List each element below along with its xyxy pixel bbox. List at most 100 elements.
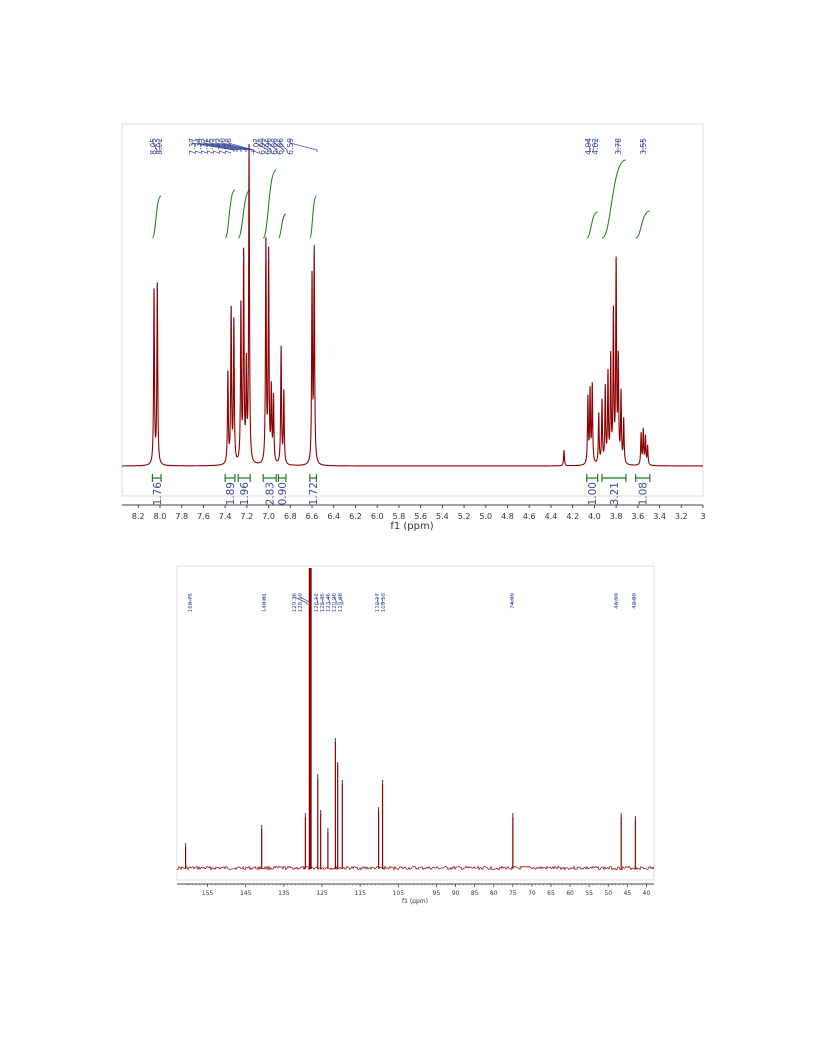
carbon-x-tick: 135 <box>278 884 290 897</box>
svg-text:126.11: 126.11 <box>314 593 320 612</box>
proton-peak-label: 7.18 <box>224 138 255 155</box>
carbon-peak-label: 110.17 <box>375 593 381 613</box>
svg-text:1.96: 1.96 <box>239 482 251 506</box>
carbon-x-tick: 155 <box>202 884 213 897</box>
proton-peak-label: 8.02 <box>155 138 164 155</box>
proton-integral-curve <box>224 189 236 239</box>
svg-text:4.04: 4.04 <box>584 138 593 155</box>
carbon-x-tick: 105 <box>393 884 405 897</box>
svg-text:95: 95 <box>433 890 441 897</box>
proton-plot-frame <box>121 123 704 497</box>
svg-text:5.8: 5.8 <box>393 512 406 521</box>
proton-peak-label: 6.59 <box>286 138 318 155</box>
svg-text:7.2: 7.2 <box>241 512 254 521</box>
carbon-x-tick: 45 <box>623 884 631 897</box>
svg-text:125: 125 <box>316 890 328 897</box>
svg-text:55: 55 <box>585 890 593 897</box>
proton-x-tick: 6.8 <box>284 505 297 521</box>
svg-text:7.0: 7.0 <box>262 512 275 521</box>
svg-text:8.2: 8.2 <box>132 512 145 521</box>
svg-text:80: 80 <box>490 890 498 897</box>
carbon-spectrum-peaks <box>184 568 636 869</box>
svg-text:5.6: 5.6 <box>414 512 427 521</box>
svg-text:65: 65 <box>547 890 555 897</box>
proton-integral-curve <box>309 195 317 239</box>
svg-text:0.90: 0.90 <box>277 482 289 505</box>
proton-x-tick: 7.2 <box>241 505 254 521</box>
svg-text:60: 60 <box>566 890 574 897</box>
carbon-peak-label: 42.89 <box>632 593 638 609</box>
svg-text:5.2: 5.2 <box>458 512 471 521</box>
svg-text:160.75: 160.75 <box>188 593 194 613</box>
svg-text:105: 105 <box>393 890 405 897</box>
proton-x-tick: 4.0 <box>588 505 601 521</box>
carbon-x-tick: 80 <box>490 884 498 897</box>
svg-text:7.23: 7.23 <box>212 138 221 155</box>
svg-text:90: 90 <box>452 890 460 897</box>
proton-peak-label: 7.32 <box>200 138 242 155</box>
svg-text:140.81: 140.81 <box>262 593 268 612</box>
svg-text:70: 70 <box>528 890 536 897</box>
svg-text:5.0: 5.0 <box>479 512 492 521</box>
proton-peak-label: 6.99 <box>258 138 272 155</box>
svg-text:128.19: 128.19 <box>298 593 304 613</box>
proton-peak-label: 4.04 <box>584 138 593 155</box>
svg-text:1.08: 1.08 <box>638 482 650 505</box>
proton-x-tick: 7.4 <box>219 505 232 521</box>
proton-integral-curve <box>262 169 277 239</box>
proton-peak-label: 6.96 <box>264 138 278 155</box>
svg-text:3.4: 3.4 <box>653 512 666 521</box>
carbon-x-tick: 55 <box>585 884 593 897</box>
svg-text:7.20: 7.20 <box>218 138 227 155</box>
svg-text:8.0: 8.0 <box>154 512 167 521</box>
svg-text:2.83: 2.83 <box>265 482 277 505</box>
proton-x-tick: 4.4 <box>545 505 557 521</box>
svg-text:7.34: 7.34 <box>194 138 203 155</box>
proton-peak-label: 6.88 <box>270 138 285 155</box>
carbon-peak-label: 160.75 <box>188 593 194 613</box>
proton-x-tick: 4.2 <box>566 505 579 521</box>
svg-text:4.02: 4.02 <box>591 138 600 155</box>
carbon-peak-label: 140.81 <box>262 593 268 612</box>
proton-spectrum-trace <box>122 144 703 467</box>
proton-x-tick: 8.0 <box>154 505 167 521</box>
svg-text:75: 75 <box>509 890 517 897</box>
svg-text:6.8: 6.8 <box>284 512 297 521</box>
carbon-x-tick: 125 <box>316 884 328 897</box>
svg-text:85: 85 <box>471 890 479 897</box>
svg-text:7.32: 7.32 <box>200 138 209 155</box>
proton-peak-label: 7.20 <box>218 138 253 155</box>
proton-integral-value: 0.90 <box>277 474 289 505</box>
proton-peak-markers <box>153 149 619 375</box>
proton-x-tick: 7.8 <box>175 505 188 521</box>
svg-text:46.59: 46.59 <box>614 593 620 609</box>
svg-text:6.59: 6.59 <box>286 138 295 155</box>
proton-peak-label: 3.78 <box>614 138 623 155</box>
carbon-peak-markers <box>185 738 636 847</box>
svg-text:6.4: 6.4 <box>327 512 340 521</box>
proton-peak-label: 3.55 <box>639 138 648 155</box>
svg-text:7.8: 7.8 <box>175 512 188 521</box>
proton-x-tick: 5.6 <box>414 505 427 521</box>
carbon-x-tick: 50 <box>604 884 612 897</box>
proton-integral-curve <box>151 195 162 239</box>
svg-text:6.6: 6.6 <box>306 512 319 521</box>
svg-text:1.76: 1.76 <box>152 482 164 506</box>
proton-x-axis-ticks: 8.2 8.0 7.8 7.6 7.4 7.2 7.0 6.8 6.6 6.4 6.2 6.0 5.8 5… <box>132 505 706 521</box>
svg-text:3.55: 3.55 <box>639 138 648 155</box>
svg-text:123.46: 123.46 <box>326 593 332 613</box>
carbon-x-tick: 90 <box>452 884 460 897</box>
carbon-peak-label: 129.36 <box>292 593 308 612</box>
proton-integral-value: 1.89 <box>224 474 237 505</box>
carbon-x-tick: 85 <box>471 884 479 897</box>
carbon-x-axis-label: f1 (ppm) <box>402 898 428 905</box>
svg-text:4.0: 4.0 <box>588 512 601 521</box>
carbon-x-tick: 75 <box>509 884 517 897</box>
svg-text:6.96: 6.96 <box>264 138 273 155</box>
carbon-peak-label: 109.13 <box>381 593 387 613</box>
proton-peak-label: 7.34 <box>194 138 238 155</box>
carbon-x-tick: 95 <box>433 884 441 897</box>
carbon-peak-label: 119.68 <box>338 593 344 613</box>
carbon-x-axis-ticks: 155 145 135 125 115 105 95 90 85 80 75 70 65 60 55 50 45… <box>188 884 650 897</box>
svg-text:6.2: 6.2 <box>349 512 362 521</box>
